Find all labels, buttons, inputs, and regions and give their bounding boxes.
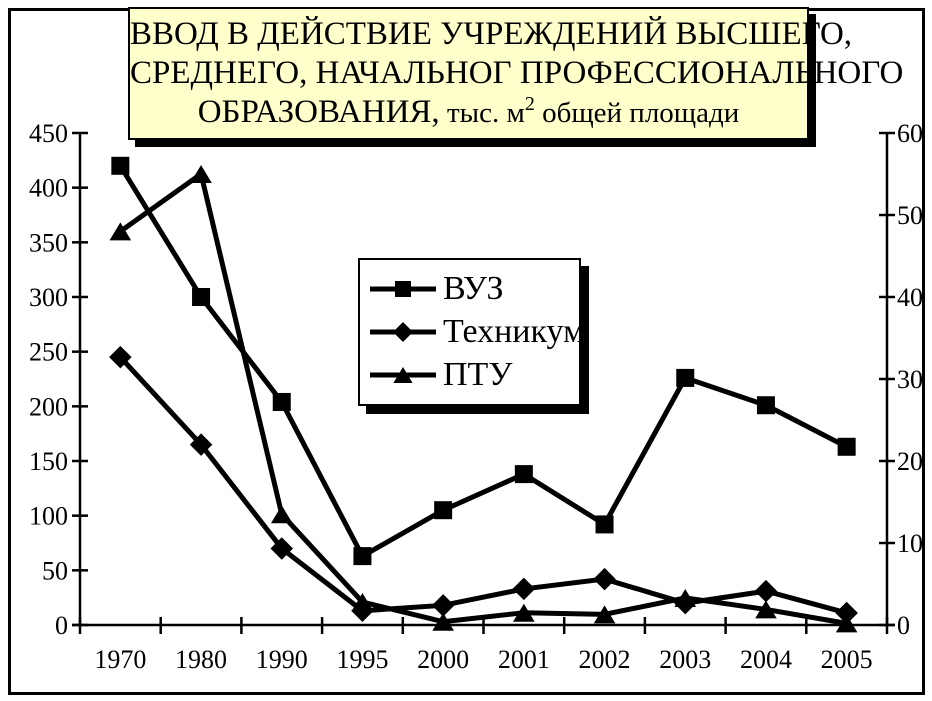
left-axis-tick-label: 350 [29, 228, 68, 257]
square-data-point-marker [395, 281, 411, 298]
series-line-triangle [118, 169, 848, 626]
left-axis-tick-label: 50 [42, 556, 68, 585]
right-axis-tick-label: 40 [897, 283, 923, 312]
x-axis-year-label: 1970 [94, 645, 146, 674]
triangle-data-point-marker [755, 600, 777, 619]
title-units-suffix: общей площади [534, 97, 740, 129]
title-units-superscript: 2 [524, 92, 535, 115]
left-axis-tick-label: 300 [29, 283, 68, 312]
left-axis-tick-label: 450 [29, 119, 68, 148]
diamond-data-point-marker [431, 594, 455, 617]
chart-legend: ВУЗ Техникум ПТУ [358, 258, 585, 406]
triangle-data-point-marker [432, 612, 454, 631]
square-data-point-marker [272, 392, 291, 411]
left-axis-tick-label: 0 [55, 611, 68, 640]
right-axis-tick-label: 10 [897, 529, 923, 558]
legend-label-vuz: ВУЗ [443, 270, 504, 308]
diamond-data-point-marker [393, 321, 413, 342]
left-axis-tick-label: 100 [29, 502, 68, 531]
square-data-point-marker [192, 288, 211, 306]
chart-title-box: ВВОД В ДЕЙСТВИЕ УЧРЕЖДЕНИЙ ВЫСШЕГО, СРЕД… [128, 7, 904, 140]
x-axis-year-label: 2001 [498, 645, 550, 674]
diamond-data-point-marker [835, 601, 858, 625]
title-line-1: ВВОД В ДЕЙСТВИЕ УЧРЕЖДЕНИЙ ВЫСШЕГО, [130, 16, 853, 52]
slide-border-frame: ВВОД В ДЕЙСТВИЕ УЧРЕЖДЕНИЙ ВЫСШЕГО, СРЕД… [8, 7, 925, 695]
triangle-data-point-marker [393, 366, 413, 383]
diamond-data-point-marker [270, 537, 293, 560]
triangle-data-point-marker [835, 614, 858, 633]
x-axis-year-label: 1980 [175, 645, 227, 674]
right-axis-tick-label: 20 [897, 447, 923, 476]
title-line-3: ОБРАЗОВАНИЯ, тыс. м2 общей площади [130, 93, 807, 136]
square-data-point-marker [837, 437, 856, 456]
square-data-point-marker [111, 156, 130, 175]
title-line-3-caps: ОБРАЗОВАНИЯ, [197, 94, 440, 130]
square-data-point-marker [756, 396, 775, 415]
triangle-data-point-marker [593, 605, 616, 624]
triangle-data-point-marker [109, 222, 132, 241]
left-axis-tick-label: 150 [29, 447, 68, 476]
legend-diamond-line [370, 321, 436, 342]
square-data-point-marker [514, 465, 533, 484]
square-data-point-marker [676, 368, 695, 387]
diamond-data-point-marker [593, 567, 616, 591]
legend-triangle-line [370, 366, 436, 383]
triangle-data-point-marker [351, 593, 374, 612]
square-marker-icon [370, 276, 436, 302]
triangle-marker-icon [370, 362, 436, 388]
legend-item-ptu: ПТУ [370, 355, 575, 393]
x-axis-year-label: 1995 [336, 645, 388, 674]
right-axis-tick-label: 60 [897, 119, 923, 148]
legend-label-tehnikum: Техникум [443, 312, 585, 350]
right-axis-tick-label: 0 [897, 611, 910, 640]
diamond-data-point-marker [754, 579, 778, 603]
triangle-data-point-marker [190, 165, 212, 183]
triangle-data-point-marker [270, 505, 293, 524]
square-data-point-marker [353, 547, 372, 566]
right-axis-tick-label: 50 [897, 201, 923, 230]
right-axis-tick-label: 30 [897, 365, 923, 394]
x-axis-year-label: 2003 [659, 645, 711, 674]
triangle-data-point-marker [513, 603, 535, 622]
diamond-data-point-marker [189, 433, 213, 456]
x-axis-year-label: 2002 [579, 645, 631, 674]
legend-square-line [370, 281, 436, 298]
square-data-point-marker [434, 501, 453, 520]
x-axis-year-label: 2005 [821, 645, 873, 674]
triangle-data-point-marker [674, 588, 697, 607]
square-data-point-marker [595, 515, 614, 534]
series-line-diamond [118, 355, 848, 616]
diamond-marker-icon [370, 319, 436, 345]
legend-item-vuz: ВУЗ [370, 272, 575, 306]
title-line-2: СРЕДНЕГО, НАЧАЛЬНОГ ПРОФЕССИОНАЛЬНОГО [130, 55, 904, 91]
left-axis-tick-label: 200 [29, 392, 68, 421]
diamond-data-point-marker [109, 345, 132, 369]
x-axis-year-label: 2004 [740, 645, 792, 674]
x-axis-year-label: 1990 [256, 645, 308, 674]
legend-label-ptu: ПТУ [443, 355, 513, 393]
diamond-data-point-marker [512, 577, 536, 601]
title-units-prefix: тыс. м [439, 97, 525, 129]
left-axis-tick-label: 400 [29, 174, 68, 203]
legend-item-tehnikum: Техникум [370, 314, 585, 349]
x-axis-year-label: 2000 [417, 645, 469, 674]
left-axis-tick-label: 250 [29, 338, 68, 367]
